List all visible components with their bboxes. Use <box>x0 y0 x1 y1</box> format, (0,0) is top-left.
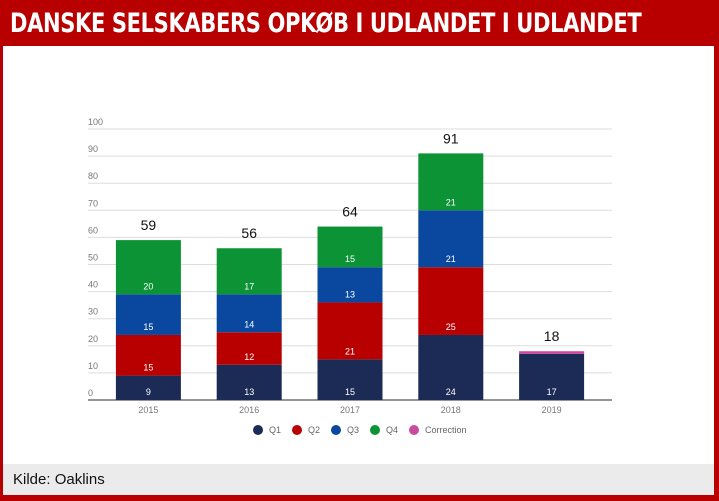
bar-segment-q2 <box>418 267 484 335</box>
legend-label: Q1 <box>269 425 281 435</box>
y-tick-label: 100 <box>88 117 103 127</box>
y-tick-label: 50 <box>88 253 98 263</box>
bar-segment-q4 <box>216 248 282 295</box>
y-tick-label: 70 <box>88 198 98 208</box>
bar-segment-q3 <box>115 294 181 335</box>
segment-value-label: 13 <box>244 387 254 397</box>
segment-value-label: 21 <box>446 197 456 207</box>
y-tick-label: 0 <box>88 388 93 398</box>
x-tick-label: 2019 <box>542 405 562 415</box>
segment-value-label: 15 <box>345 254 355 264</box>
legend-label: Q4 <box>386 425 398 435</box>
segment-value-label: 21 <box>446 254 456 264</box>
legend-swatch <box>292 425 302 435</box>
bar-segment-correction <box>519 351 585 354</box>
y-tick-label: 20 <box>88 334 98 344</box>
legend-swatch <box>331 425 341 435</box>
bar-segment-q3 <box>418 210 484 268</box>
bar-segment-q4 <box>115 240 181 295</box>
bar-segment-q1 <box>317 359 383 400</box>
bar-segment-q1 <box>519 353 585 400</box>
total-label: 64 <box>342 204 358 220</box>
legend-label: Q3 <box>347 425 359 435</box>
segment-value-label: 12 <box>244 352 254 362</box>
segment-value-label: 9 <box>146 387 151 397</box>
y-tick-label: 80 <box>88 171 98 181</box>
legend-swatch <box>253 425 263 435</box>
x-tick-label: 2017 <box>340 405 360 415</box>
footer: Kilde: Oaklins <box>3 464 714 495</box>
bar-segment-q3 <box>216 294 282 333</box>
bar-segment-q4 <box>317 226 383 268</box>
bar-segment-q4 <box>418 153 484 211</box>
bar-segment-q1 <box>115 375 181 400</box>
segment-value-label: 15 <box>345 387 355 397</box>
x-tick-label: 2018 <box>441 405 461 415</box>
segment-value-label: 15 <box>143 322 153 332</box>
segment-value-label: 13 <box>345 289 355 299</box>
bar-segment-q2 <box>216 332 282 365</box>
segment-value-label: 20 <box>143 281 153 291</box>
bar-segment-q2 <box>317 302 383 360</box>
total-label: 91 <box>443 130 459 146</box>
segment-value-label: 15 <box>143 363 153 373</box>
total-label: 18 <box>544 328 560 344</box>
total-label: 56 <box>241 225 257 241</box>
legend-swatch <box>409 425 419 435</box>
x-tick-label: 2015 <box>138 405 158 415</box>
y-tick-label: 30 <box>88 307 98 317</box>
segment-value-label: 25 <box>446 322 456 332</box>
page-title: DANSKE SELSKABERS OPKØB I UDLANDET I UDL… <box>10 8 642 39</box>
source-label: Kilde: Oaklins <box>13 471 105 488</box>
segment-value-label: 24 <box>446 387 456 397</box>
y-tick-label: 10 <box>88 361 98 371</box>
y-tick-label: 90 <box>88 144 98 154</box>
segment-value-label: 17 <box>547 387 557 397</box>
y-tick-label: 40 <box>88 280 98 290</box>
total-label: 59 <box>141 217 157 233</box>
y-tick-label: 60 <box>88 225 98 235</box>
bar-segment-q1 <box>216 364 282 400</box>
bar-segment-q3 <box>317 267 383 303</box>
bar-segment-q2 <box>115 334 181 376</box>
segment-value-label: 21 <box>345 346 355 356</box>
segment-value-label: 14 <box>244 319 254 329</box>
x-tick-label: 2016 <box>239 405 259 415</box>
legend-label: Correction <box>425 425 467 435</box>
legend-label: Q2 <box>308 425 320 435</box>
segment-value-label: 17 <box>244 281 254 291</box>
bar-segment-q1 <box>418 334 484 400</box>
legend-swatch <box>370 425 380 435</box>
